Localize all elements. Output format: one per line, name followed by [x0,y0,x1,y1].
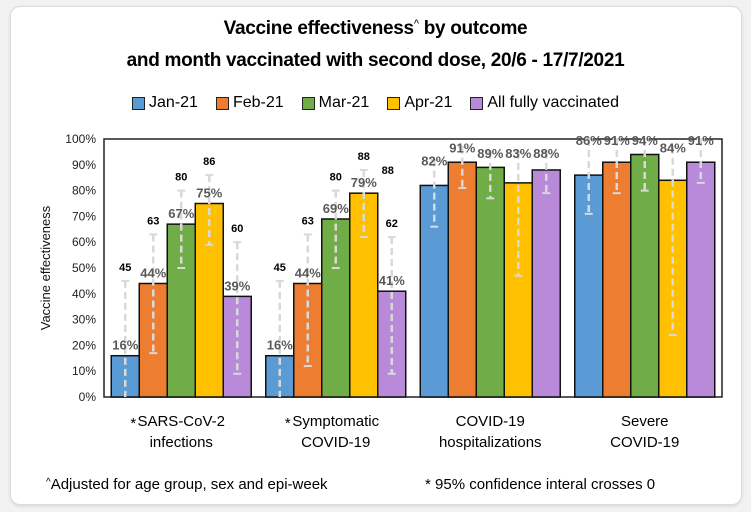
category-label-line2: hospitalizations [439,434,542,451]
category-label-line1: SARS-CoV-2 [137,413,225,430]
y-tick-label: 50% [72,261,96,275]
bar [686,161,716,398]
value-label: 91% [688,133,714,148]
category-star: * [285,415,291,432]
value-label: 75% [196,186,222,201]
y-axis-label: Vaccine effectiveness [38,205,53,330]
ci-upper-label: 62 [386,218,398,230]
ci-upper-label: 63 [302,215,314,227]
value-label: 16% [267,338,293,353]
category-label-line1: COVID-19 [456,413,525,430]
bar [602,161,632,398]
ci-upper-label: 60 [231,223,243,235]
legend-label: All fully vaccinated [487,94,619,111]
bar [531,169,561,398]
ci-upper-label: 63 [147,215,159,227]
value-label: 79% [351,175,377,190]
bar [349,192,379,398]
bar [503,182,533,398]
legend-swatch [387,96,401,110]
value-label: 88% [533,146,559,161]
value-label: 83% [505,146,531,161]
legend-swatch [301,96,315,110]
value-label: 89% [477,146,503,161]
legend-item: Mar-21 [301,94,370,112]
y-tick-label: 10% [72,364,96,378]
value-label: 84% [660,141,686,156]
y-tick-label: 100% [65,132,96,146]
category-label-line2: infections [150,434,213,451]
y-tick-label: 70% [72,209,96,223]
legend: Jan-21 Feb-21 Mar-21 Apr-21 All fully vaccin… [0,94,751,112]
ci-upper-label: 45 [274,262,286,274]
y-tick-label: 60% [72,235,96,249]
ci-upper-label: 86 [203,156,215,168]
bar [222,295,252,398]
plot-frame [103,138,723,398]
legend-item: All fully vaccinated [470,94,619,112]
chart-title-line2: and month vaccinated with second dose, 2… [126,50,625,71]
value-label: 94% [632,133,658,148]
legend-label: Jan-21 [149,94,198,111]
category-label-line1: Severe [621,413,669,430]
ci-upper-label: 88 [358,151,370,163]
legend-label: Mar-21 [318,94,370,111]
y-tick-label: 40% [72,287,96,301]
value-label: 91% [449,141,475,156]
legend-swatch [470,96,484,110]
value-label: 41% [379,273,405,288]
ci-upper-label: 80 [175,172,187,184]
y-tick-label: 80% [72,184,96,198]
ci-upper-label: 45 [119,262,131,274]
category-star: * [130,415,136,432]
legend-label: Feb-21 [232,94,284,111]
y-tick-label: 90% [72,158,96,172]
value-label: 69% [323,201,349,216]
value-label: 86% [576,133,602,148]
value-label: 16% [112,338,138,353]
extra-annotation: 88 [382,165,394,177]
value-label: 91% [604,133,630,148]
legend-item: Apr-21 [387,94,452,112]
legend-item: Feb-21 [215,94,284,112]
legend-label: Apr-21 [404,94,453,111]
value-label: 44% [140,265,166,280]
value-label: 82% [421,154,447,169]
y-tick-label: 20% [72,338,96,352]
ci-upper-label: 80 [330,172,342,184]
category-label-line2: COVID-19 [610,434,679,451]
y-tick-label: 0% [79,390,97,404]
category-label-line1: Symptomatic [292,413,379,430]
bar [447,161,477,398]
chart-title-line1: Vaccine effectiveness^ by outcome [223,18,528,39]
footnote-adjusted: ^Adjusted for age group, sex and epi-wee… [46,476,328,493]
legend-item: Jan-21 [132,94,198,112]
bar [475,166,505,398]
legend-swatch [132,96,146,110]
value-label: 39% [224,278,250,293]
footnote-ci: * 95% confidence interal crosses 0 [425,476,656,493]
category-label-line2: COVID-19 [301,434,370,451]
value-label: 67% [168,206,194,221]
y-tick-label: 30% [72,313,96,327]
bar [630,153,660,398]
value-label: 44% [295,265,321,280]
legend-swatch [215,96,229,110]
